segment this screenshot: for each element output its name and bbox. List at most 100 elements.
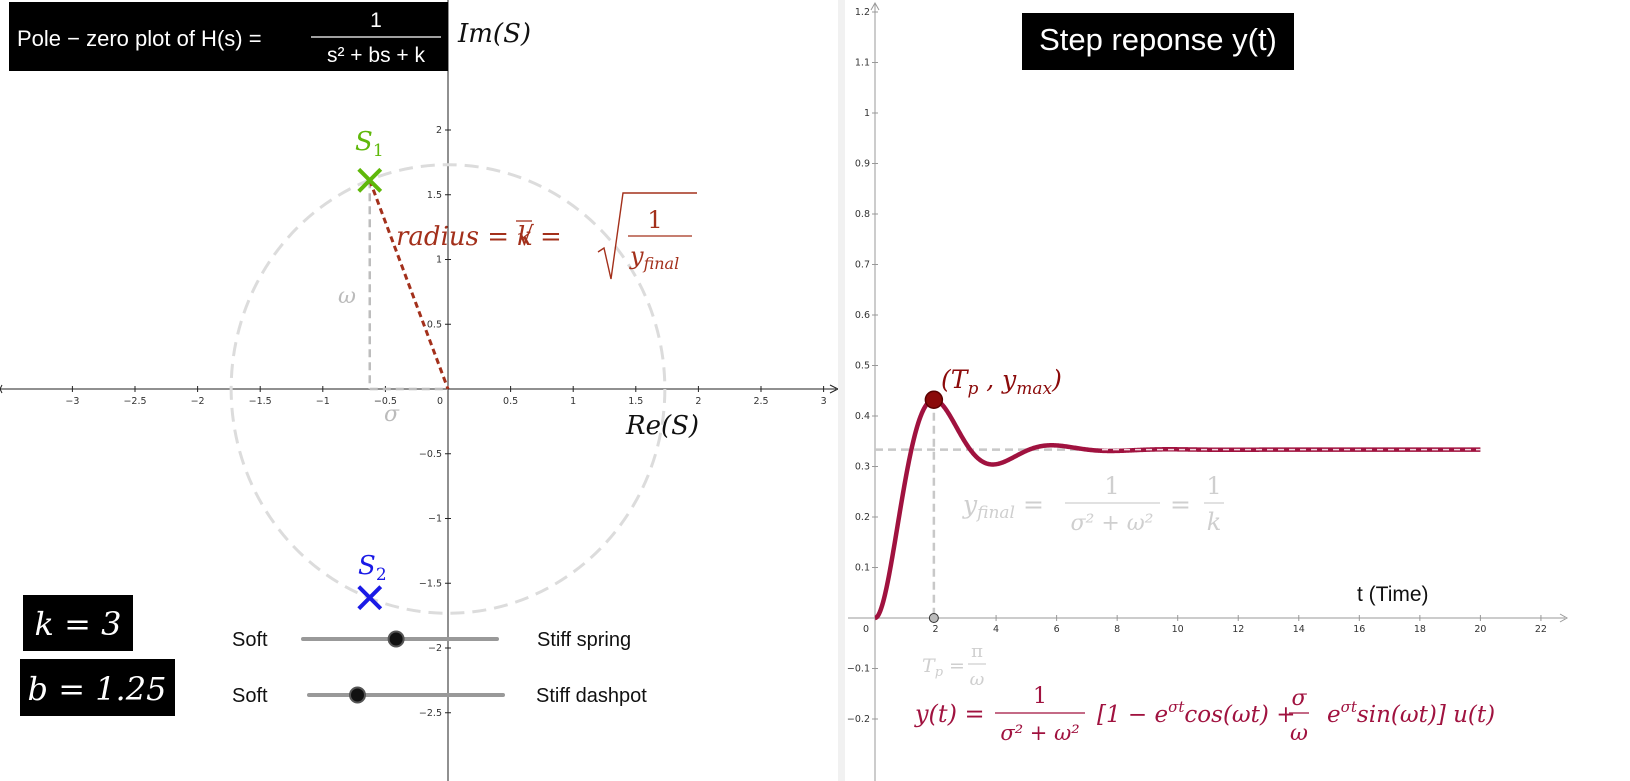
- resp-num: 1: [1033, 684, 1047, 709]
- yfinal-den1: σ² + ω²: [1070, 511, 1153, 536]
- right-y-tick-label: 0.2: [855, 512, 870, 523]
- left-y-tick-label: −2: [428, 643, 442, 654]
- radius-formula-eq: =: [540, 222, 562, 252]
- dashpot-slider-left-label: Soft: [232, 685, 268, 707]
- resp-cos: cos(ωt) +: [1184, 702, 1295, 728]
- peak-label-sub-max: max: [1016, 379, 1052, 399]
- yfinal-eq1: =: [1015, 490, 1044, 519]
- right-x-tick-label: 14: [1293, 624, 1305, 635]
- radius-circle: [229, 163, 667, 615]
- peak-label-close: ): [1051, 365, 1062, 394]
- right-y-tick-label: −0.2: [847, 714, 870, 725]
- right-x-tick-label: 18: [1414, 624, 1426, 635]
- right-y-tick-label: 0.3: [855, 462, 870, 473]
- left-x-tick-label: 0: [437, 396, 443, 407]
- resp-exp2: σt: [1341, 698, 1358, 716]
- left-x-tick-label: −2.5: [123, 396, 146, 407]
- radius-big-sqrt: [597, 192, 697, 280]
- right-x-axis-arrow: [1559, 613, 1569, 623]
- dashpot-slider-right-label: Stiff dashpot: [536, 685, 647, 707]
- pole-s2-label: S2: [358, 551, 387, 585]
- resp-sig: σ: [1291, 686, 1307, 711]
- yfinal-formula-visual: yfinal =: [962, 490, 1044, 523]
- left-y-tick-label: −1.5: [419, 578, 442, 589]
- left-x-tick-label: 1: [570, 396, 576, 407]
- left-x-tick-label: 1.5: [628, 396, 643, 407]
- left-x-axis-left-end: [0, 384, 3, 394]
- k-value: k = 3: [35, 605, 122, 643]
- resp-den: σ² + ω²: [1000, 721, 1079, 745]
- radius-formula: radius = √k = 1 yfinal: [396, 192, 697, 280]
- b-value: b = 1.25: [28, 670, 167, 708]
- radius-frac-num: 1: [647, 206, 662, 234]
- left-y-tick-label: 0.5: [427, 319, 442, 330]
- left-x-tick-label: −2: [191, 396, 205, 407]
- pole-s1-marker: [357, 167, 383, 193]
- b-value-box: [20, 659, 175, 716]
- pole-s1-label: S1: [355, 127, 384, 161]
- tp-sub: p: [935, 665, 944, 680]
- left-x-tick-label: −1: [316, 396, 330, 407]
- pole-s1-sub: 1: [373, 141, 384, 161]
- yfinal-sub: final: [975, 503, 1015, 523]
- right-x-tick-label: 20: [1474, 624, 1486, 635]
- left-x-tick-label: 0.5: [503, 396, 518, 407]
- left-x-tick-label: −3: [65, 396, 79, 407]
- right-y-tick-label: 1.1: [855, 58, 870, 69]
- right-y-tick-label: 0.5: [855, 361, 870, 372]
- radius-line: [368, 179, 450, 390]
- right-y-tick-label: 0.4: [855, 411, 870, 422]
- left-y-tick-label: 1.5: [427, 190, 442, 201]
- left-x-tick-label: 3: [821, 396, 827, 407]
- left-y-tick-label: −1: [428, 514, 442, 525]
- yfinal-den2: k: [1207, 508, 1222, 536]
- peak-label-sub-p: p: [967, 379, 978, 399]
- im-axis-label: Im(S): [457, 19, 531, 49]
- right-y-tick-label: 1.2: [855, 7, 870, 18]
- right-y-tick-label: −0.1: [847, 664, 870, 675]
- right-x-tick-label: 12: [1232, 624, 1244, 635]
- right-y-tick-label: 0.7: [855, 260, 870, 271]
- step-title-box: [1022, 13, 1294, 70]
- right-y-tick-label: 0.6: [855, 310, 870, 321]
- k-value-box: [23, 595, 133, 651]
- yfinal-num2: 1: [1206, 472, 1221, 500]
- spring-slider-knob[interactable]: [387, 630, 405, 648]
- omega-label: ω: [338, 284, 356, 309]
- pole-s2-letter: S: [358, 551, 376, 581]
- pole-s2-sub: 2: [376, 565, 387, 585]
- resp-om: ω: [1290, 721, 1308, 746]
- right-x-tick-label: 16: [1353, 624, 1365, 635]
- resp-lhs: y(t) =: [914, 700, 985, 728]
- pole-zero-title-prefix: Pole − zero plot of H(s) =: [17, 26, 262, 51]
- left-y-tick-label: −0.5: [419, 449, 442, 460]
- yfinal-num1: 1: [1104, 472, 1119, 500]
- right-x-tick-label: 4: [993, 624, 999, 635]
- radius-frac-den-sub: final: [643, 254, 680, 273]
- right-x-tick-label: 2: [933, 624, 939, 635]
- pole-s2-marker: [357, 585, 383, 611]
- right-y-tick-label: 1: [864, 108, 870, 119]
- tp-den: ω: [970, 669, 985, 690]
- radius-frac-den: yfinal: [629, 242, 679, 273]
- yfinal-eq2: =: [1170, 490, 1191, 519]
- left-x-tick-label: 2: [695, 396, 701, 407]
- right-y-tick-label: 0.8: [855, 209, 870, 220]
- right-x-tick-label: 6: [1054, 624, 1060, 635]
- left-x-tick-label: −1.5: [249, 396, 272, 407]
- right-y-tick-label: 0.9: [855, 159, 870, 170]
- radius-formula-k: k: [517, 222, 533, 252]
- right-x-tick-label: 22: [1535, 624, 1547, 635]
- resp-sin: eσtsin(ωt)] u(t): [1327, 698, 1495, 728]
- left-y-tick-label: 2: [436, 125, 442, 136]
- tp-formula-visual: Tp =: [922, 655, 965, 680]
- right-x-tick-label: 8: [1114, 624, 1120, 635]
- time-axis-label: t (Time): [1357, 583, 1429, 606]
- dashpot-slider-knob[interactable]: [349, 686, 366, 704]
- resp-bracket: [1 − eσtcos(ωt) +: [1097, 698, 1295, 728]
- resp-sin-rest: sin(ωt)] u(t): [1357, 702, 1495, 728]
- pole-zero-title-denominator: s² + bs + k: [327, 44, 426, 67]
- peak-time-point: [928, 613, 939, 623]
- step-title: Step reponse y(t): [1039, 22, 1277, 57]
